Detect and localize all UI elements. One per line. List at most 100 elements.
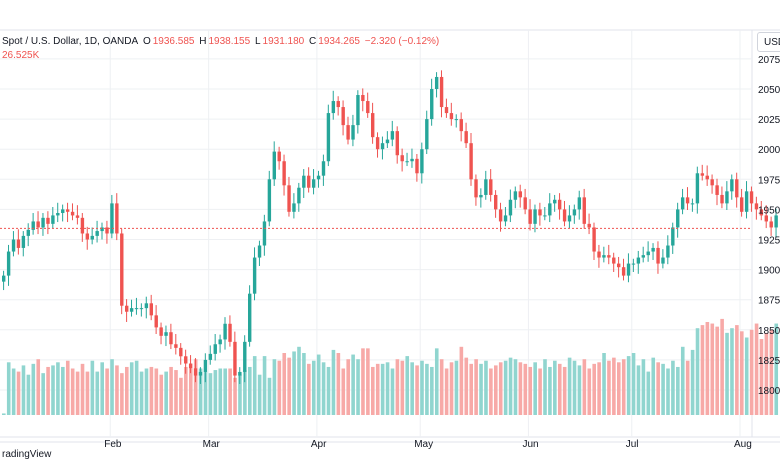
- volume-bar: [346, 359, 350, 415]
- candle-body: [597, 251, 601, 258]
- volume-bar: [390, 368, 395, 415]
- volume-bar: [125, 366, 129, 415]
- candle-body: [744, 191, 749, 212]
- candle-body: [361, 95, 365, 102]
- candle-body: [100, 227, 104, 232]
- volume-bar: [326, 366, 331, 415]
- time-tick-label: Apr: [311, 439, 327, 450]
- candle-body: [592, 227, 596, 252]
- candle-body: [125, 305, 129, 312]
- candle-body: [390, 131, 395, 140]
- candle-body: [449, 113, 454, 120]
- candle-body: [661, 257, 665, 264]
- volume-bar: [243, 370, 247, 415]
- volume-bar: [548, 366, 552, 415]
- volume-bar: [494, 365, 498, 415]
- candle-body: [459, 119, 463, 132]
- high-label: H: [199, 36, 207, 47]
- volume-bar: [184, 366, 188, 415]
- volume-bar: [228, 368, 232, 415]
- volume-bar: [420, 360, 424, 415]
- candle-body: [75, 215, 80, 218]
- volume-bar: [277, 360, 282, 415]
- volume-bar: [6, 362, 11, 415]
- candle-body: [346, 125, 350, 140]
- tradingview-brand[interactable]: radingView: [2, 449, 52, 460]
- price-tick-label: 1900: [758, 266, 780, 277]
- candle-body: [695, 173, 700, 204]
- candle-body: [533, 209, 537, 224]
- volume-bar: [479, 363, 483, 415]
- volume-bar: [533, 362, 537, 415]
- candle-body: [41, 217, 45, 228]
- volume-bar: [371, 366, 375, 415]
- price-tick-label: 1875: [758, 296, 780, 307]
- candle-body: [425, 119, 429, 150]
- candle-body: [503, 215, 508, 222]
- candle-body: [523, 197, 527, 210]
- candle-body: [139, 308, 144, 310]
- candle-body: [115, 203, 119, 234]
- volume-bar: [710, 323, 715, 415]
- volume-bar: [188, 368, 193, 415]
- volume-bar: [557, 363, 562, 415]
- currency-button[interactable]: USD: [757, 32, 780, 52]
- candle-body: [311, 179, 316, 188]
- candle-body: [11, 239, 16, 252]
- volume-bar: [36, 359, 41, 415]
- candle-body: [134, 308, 139, 310]
- symbol-description: Spot / U.S. Dollar, 1D, OANDA: [2, 36, 139, 47]
- volume-bar: [149, 366, 154, 415]
- price-tick-label: 2075: [758, 55, 780, 66]
- candle-body: [105, 227, 109, 234]
- volume-bar: [597, 362, 601, 415]
- candle-body: [474, 179, 478, 198]
- candle-body: [420, 149, 424, 174]
- candle-body: [553, 199, 557, 204]
- volume-bar: [307, 363, 311, 415]
- volume-bar: [248, 366, 252, 415]
- volume-bar: [51, 365, 55, 415]
- volume-bar: [41, 373, 45, 415]
- candle-body: [528, 209, 532, 224]
- volume-bar: [503, 360, 508, 415]
- volume-bar: [484, 360, 488, 415]
- time-tick-label: Jul: [626, 439, 639, 450]
- volume-bar: [105, 368, 109, 415]
- volume-bar: [144, 368, 149, 415]
- candle-body: [548, 203, 552, 216]
- candle-body: [454, 119, 459, 121]
- volume-bar: [257, 374, 262, 415]
- ohlc-legend: Spot / U.S. Dollar, 1D, OANDA O 1936.585 …: [2, 36, 441, 47]
- candle-body: [774, 215, 778, 228]
- volume-bar: [513, 359, 518, 415]
- candle-body: [159, 327, 163, 336]
- candle-body: [715, 185, 719, 195]
- volume-bar: [238, 374, 242, 415]
- volume-bar: [139, 371, 144, 415]
- candle-body: [65, 209, 70, 212]
- volume-bar: [385, 362, 390, 415]
- volume-bar: [336, 353, 341, 415]
- candle-body: [31, 221, 35, 230]
- candle-body: [21, 235, 26, 248]
- volume-bar: [287, 357, 291, 415]
- volume-bar: [400, 360, 405, 415]
- volume-bar: [134, 360, 139, 415]
- candle-body: [484, 179, 488, 195]
- volume-bar: [449, 362, 454, 415]
- volume-bar: [169, 366, 173, 415]
- volume-bar: [356, 359, 360, 415]
- volume-bar: [375, 363, 380, 415]
- volume-bar: [656, 362, 660, 415]
- candle-body: [587, 223, 591, 228]
- candle-body: [705, 175, 709, 180]
- volume-bar: [233, 377, 237, 415]
- candle-body: [671, 227, 675, 246]
- candle-body: [218, 339, 222, 345]
- candle-body: [562, 209, 567, 222]
- volume-bar: [720, 318, 724, 415]
- candle-body: [636, 257, 641, 264]
